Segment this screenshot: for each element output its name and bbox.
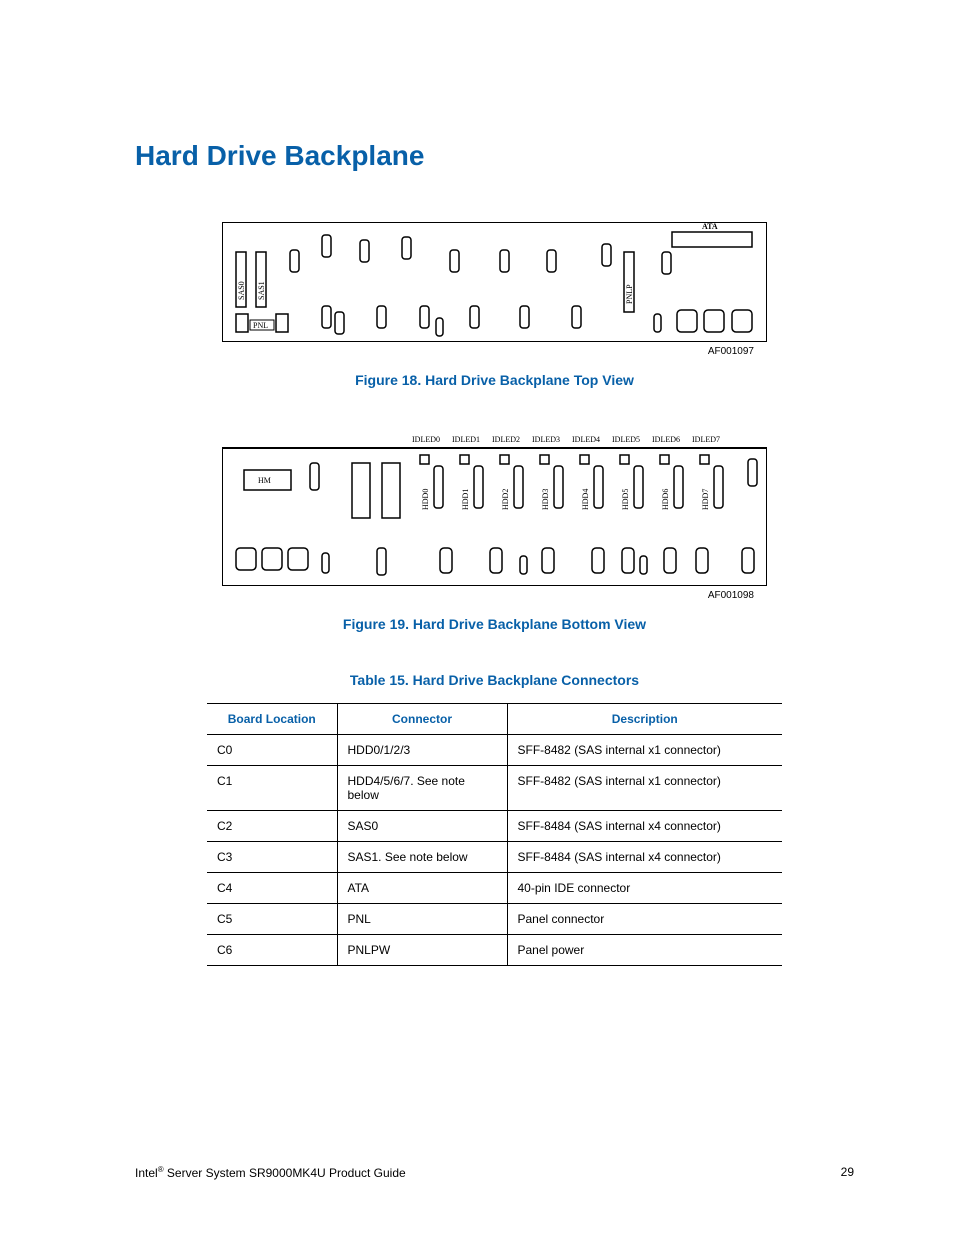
- svg-text:HDD0: HDD0: [421, 489, 430, 510]
- svg-text:IDLED2: IDLED2: [492, 435, 520, 444]
- svg-text:IDLED1: IDLED1: [452, 435, 480, 444]
- page-title: Hard Drive Backplane: [135, 140, 854, 172]
- table-cell: C5: [207, 904, 337, 935]
- svg-text:HDD2: HDD2: [501, 489, 510, 510]
- table-15-caption: Table 15. Hard Drive Backplane Connector…: [135, 672, 854, 688]
- table-cell: PNL: [337, 904, 507, 935]
- svg-text:IDLED5: IDLED5: [612, 435, 640, 444]
- table-cell: SAS1. See note below: [337, 842, 507, 873]
- figure-18-id: AF001097: [135, 346, 754, 357]
- svg-text:ATA: ATA: [702, 222, 718, 231]
- svg-text:SAS0: SAS0: [237, 281, 246, 300]
- table-cell: HDD0/1/2/3: [337, 735, 507, 766]
- table-row: C4ATA40-pin IDE connector: [207, 873, 782, 904]
- table-cell: HDD4/5/6/7. See note below: [337, 766, 507, 811]
- svg-text:IDLED4: IDLED4: [572, 435, 600, 444]
- table-row: C0HDD0/1/2/3SFF-8482 (SAS internal x1 co…: [207, 735, 782, 766]
- svg-text:HDD3: HDD3: [541, 489, 550, 510]
- svg-text:SAS1: SAS1: [257, 281, 266, 300]
- th-connector: Connector: [337, 704, 507, 735]
- connectors-table: Board Location Connector Description C0H…: [207, 703, 782, 966]
- svg-text:PNL: PNL: [253, 321, 268, 330]
- footer-left: Intel® Server System SR9000MK4U Product …: [135, 1165, 406, 1180]
- table-cell: 40-pin IDE connector: [507, 873, 782, 904]
- table-cell: SFF-8482 (SAS internal x1 connector): [507, 735, 782, 766]
- table-header-row: Board Location Connector Description: [207, 704, 782, 735]
- svg-text:HDD1: HDD1: [461, 489, 470, 510]
- figure-19-caption: Figure 19. Hard Drive Backplane Bottom V…: [135, 616, 854, 632]
- th-board-location: Board Location: [207, 704, 337, 735]
- table-cell: Panel power: [507, 935, 782, 966]
- th-description: Description: [507, 704, 782, 735]
- figure-19-id: AF001098: [135, 590, 754, 601]
- table-cell: ATA: [337, 873, 507, 904]
- svg-text:HDD7: HDD7: [701, 489, 710, 510]
- figure-18-diagram: SAS0 SAS1 PNL PNLP ATA: [135, 222, 854, 357]
- table-cell: PNLPW: [337, 935, 507, 966]
- svg-text:HM: HM: [258, 476, 271, 485]
- table-cell: C6: [207, 935, 337, 966]
- svg-text:HDD4: HDD4: [581, 489, 590, 510]
- table-cell: SFF-8482 (SAS internal x1 connector): [507, 766, 782, 811]
- table-cell: C3: [207, 842, 337, 873]
- svg-text:HDD5: HDD5: [621, 489, 630, 510]
- table-cell: C1: [207, 766, 337, 811]
- page-footer: Intel® Server System SR9000MK4U Product …: [135, 1165, 854, 1180]
- table-cell: SFF-8484 (SAS internal x4 connector): [507, 811, 782, 842]
- table-row: C5PNLPanel connector: [207, 904, 782, 935]
- table-cell: C4: [207, 873, 337, 904]
- figure-18-caption: Figure 18. Hard Drive Backplane Top View: [135, 372, 854, 388]
- footer-page: 29: [841, 1165, 854, 1180]
- svg-text:IDLED6: IDLED6: [652, 435, 680, 444]
- table-cell: SFF-8484 (SAS internal x4 connector): [507, 842, 782, 873]
- table-row: C3SAS1. See note belowSFF-8484 (SAS inte…: [207, 842, 782, 873]
- table-row: C1HDD4/5/6/7. See note belowSFF-8482 (SA…: [207, 766, 782, 811]
- table-cell: SAS0: [337, 811, 507, 842]
- table-cell: Panel connector: [507, 904, 782, 935]
- table-cell: C2: [207, 811, 337, 842]
- table-row: C6PNLPWPanel power: [207, 935, 782, 966]
- table-row: C2SAS0SFF-8484 (SAS internal x4 connecto…: [207, 811, 782, 842]
- svg-text:IDLED0: IDLED0: [412, 435, 440, 444]
- table-cell: C0: [207, 735, 337, 766]
- figure-19-diagram: IDLED0 IDLED1 IDLED2 IDLED3 IDLED4 IDLED5 IDLE…: [135, 428, 854, 601]
- svg-text:HDD6: HDD6: [661, 489, 670, 510]
- svg-text:PNLP: PNLP: [625, 284, 634, 304]
- svg-text:IDLED7: IDLED7: [692, 435, 720, 444]
- svg-text:IDLED3: IDLED3: [532, 435, 560, 444]
